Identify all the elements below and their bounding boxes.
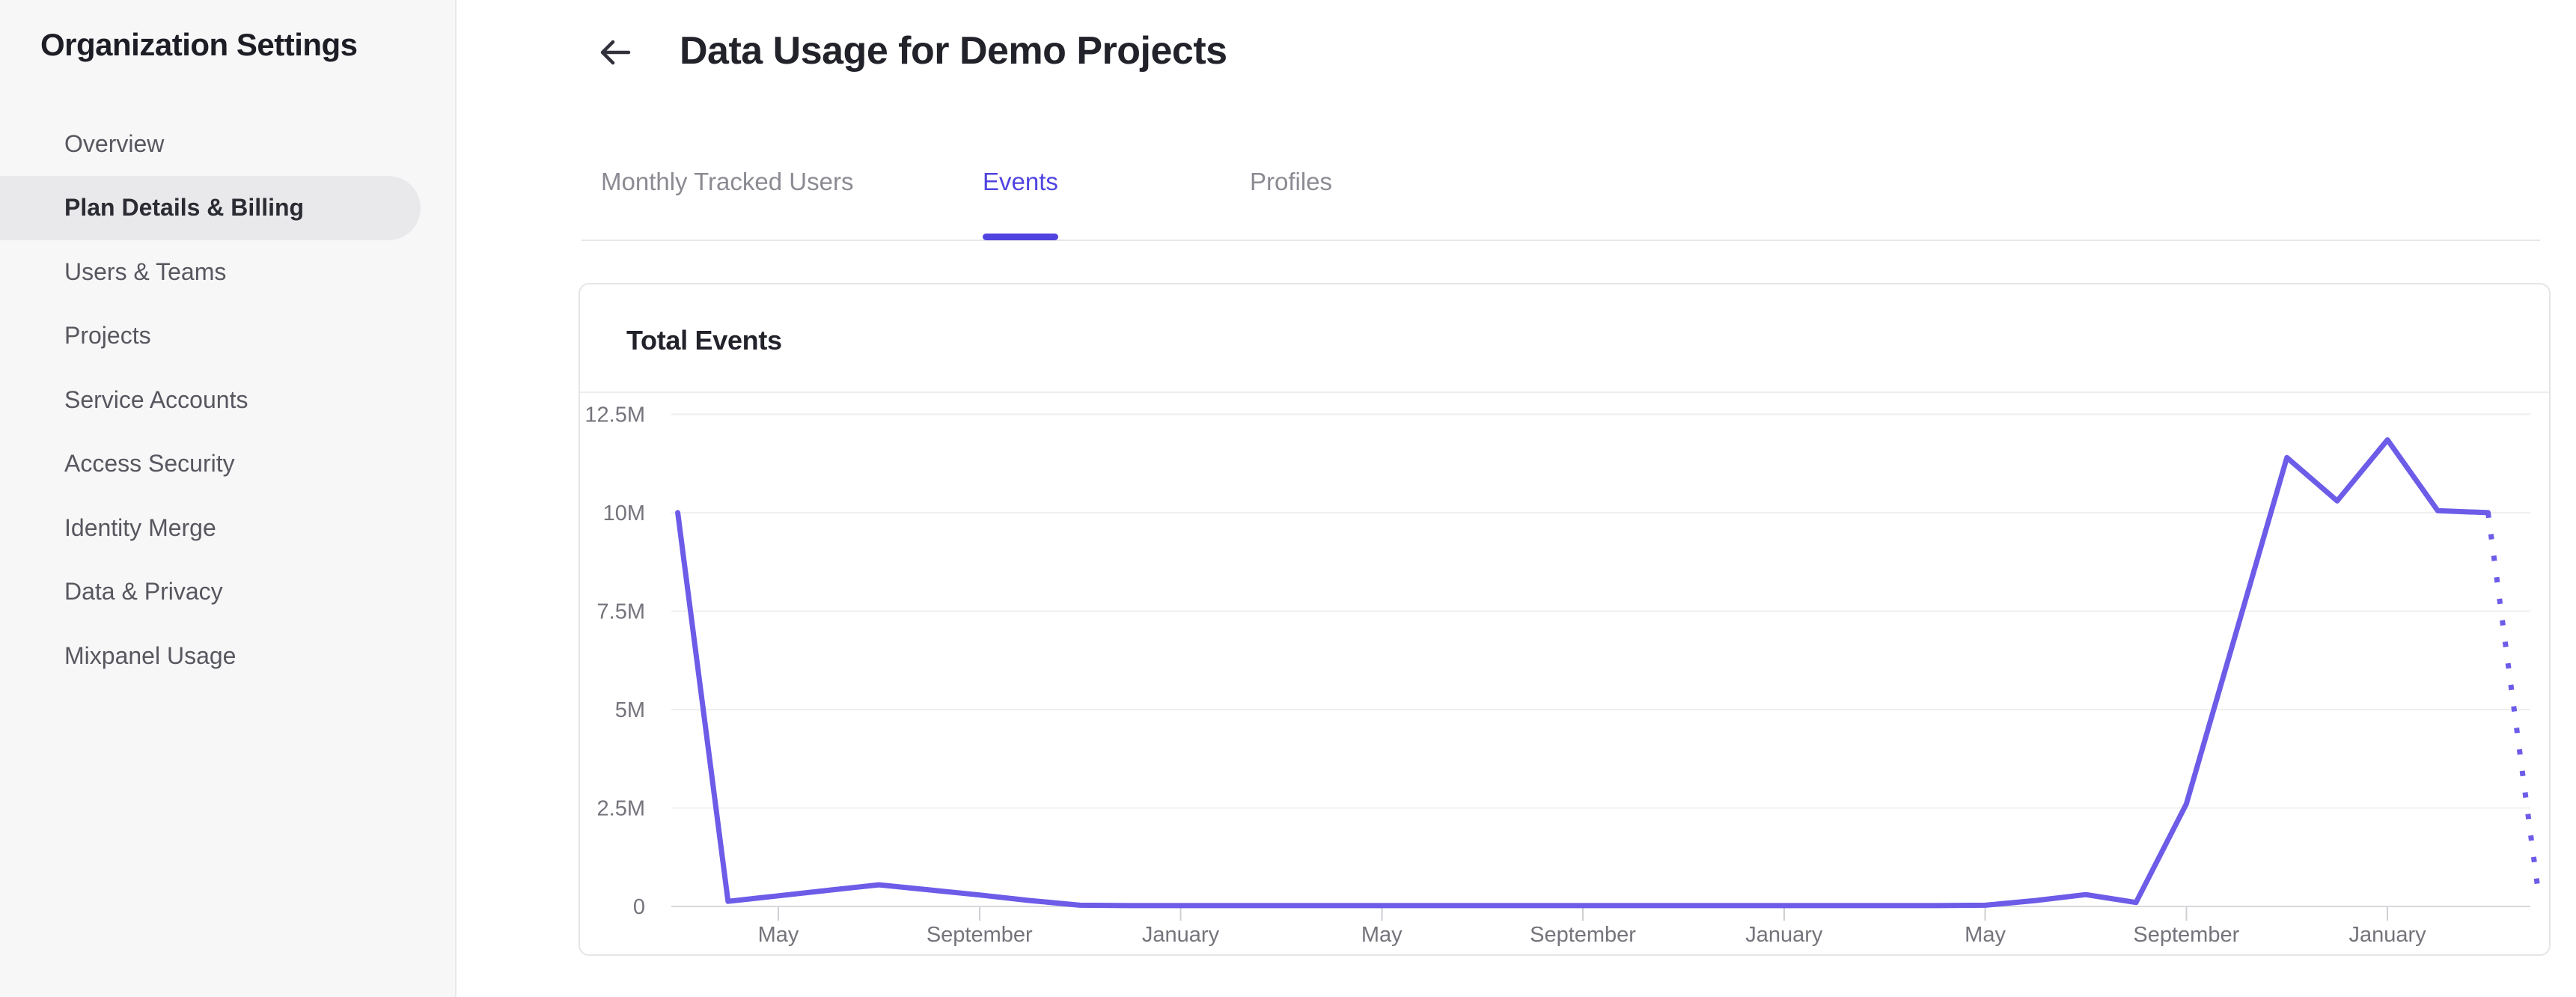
card-header-divider xyxy=(580,391,2549,393)
sidebar-item-identity-merge[interactable]: Identity Merge xyxy=(64,513,216,541)
back-button[interactable] xyxy=(597,34,633,70)
sidebar-title: Organization Settings xyxy=(40,27,358,62)
tab-bar-divider xyxy=(582,240,2540,241)
page-title: Data Usage for Demo Projects xyxy=(680,29,1227,73)
sidebar-item-overview[interactable]: Overview xyxy=(64,129,165,157)
sidebar-item-mixpanel-usage[interactable]: Mixpanel Usage xyxy=(64,641,236,669)
total-events-card: Total Events xyxy=(579,283,2551,956)
tab-monthly-tracked-users[interactable]: Monthly Tracked Users xyxy=(601,168,854,195)
sidebar-item-service-accounts[interactable]: Service Accounts xyxy=(64,385,248,413)
sidebar: Organization Settings Overview Plan Detai… xyxy=(0,0,457,997)
sidebar-item-access-security[interactable]: Access Security xyxy=(64,450,235,477)
tab-profiles[interactable]: Profiles xyxy=(1250,168,1333,195)
sidebar-item-users-teams[interactable]: Users & Teams xyxy=(64,257,227,285)
active-tab-underline xyxy=(983,234,1058,240)
sidebar-item-data-privacy[interactable]: Data & Privacy xyxy=(64,578,223,605)
tab-events[interactable]: Events xyxy=(983,168,1058,195)
arrow-left-icon xyxy=(600,40,631,65)
sidebar-item-plan-details-billing[interactable]: Plan Details & Billing xyxy=(0,175,421,240)
sidebar-item-projects[interactable]: Projects xyxy=(64,322,151,349)
card-title: Total Events xyxy=(626,325,782,356)
